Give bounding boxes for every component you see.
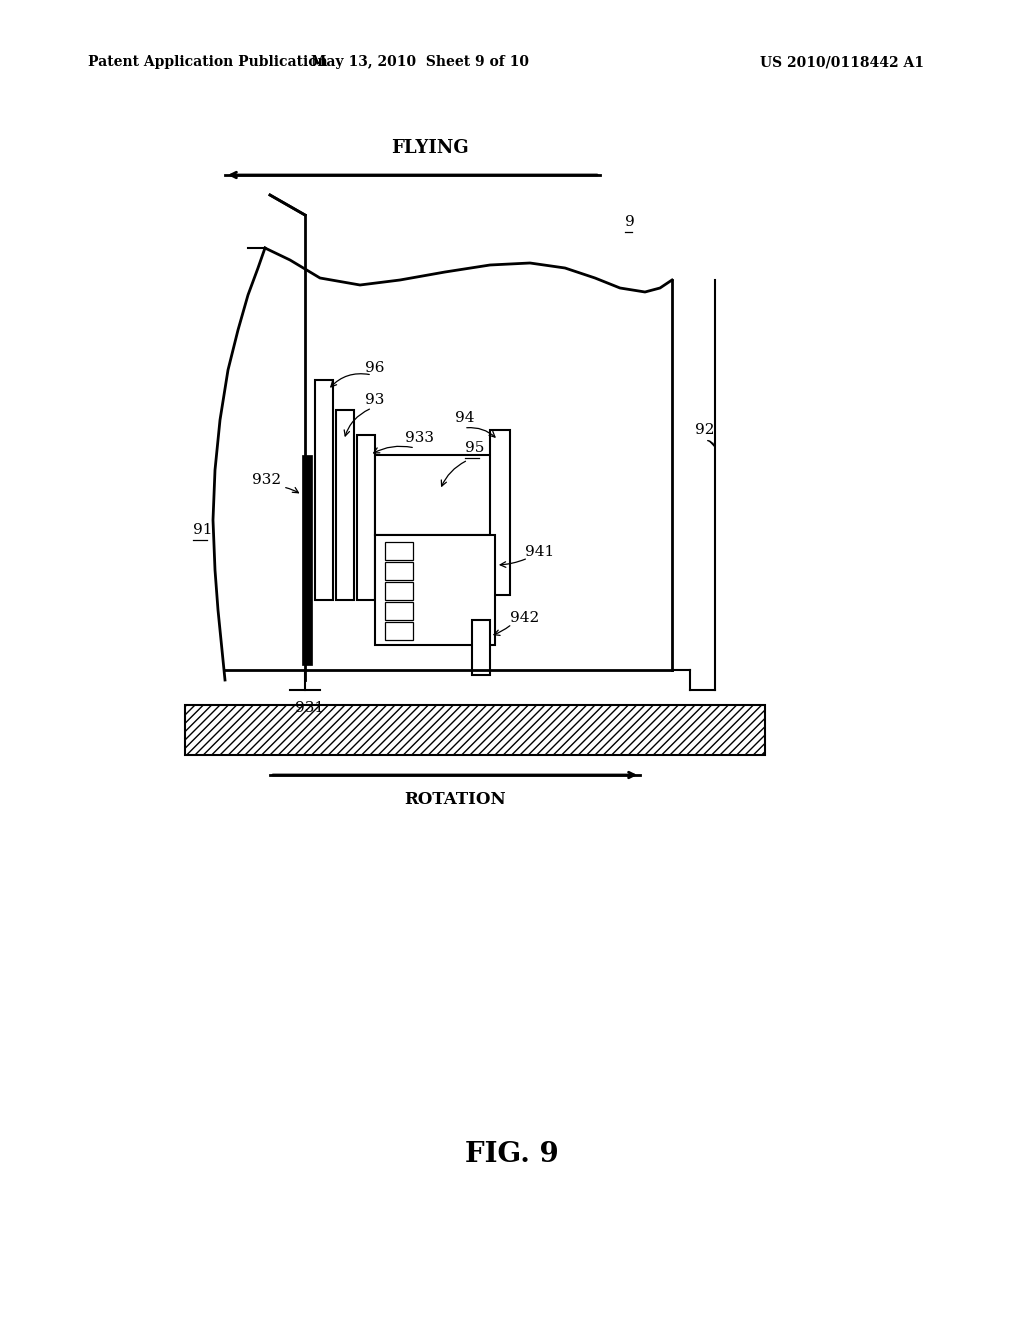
Text: 933: 933 bbox=[406, 432, 434, 445]
Text: FIG. 9: FIG. 9 bbox=[465, 1142, 559, 1168]
Bar bbox=[375, 535, 495, 645]
Text: ROTATION: ROTATION bbox=[404, 792, 506, 808]
Text: 96: 96 bbox=[365, 360, 384, 375]
Bar bbox=[385, 602, 413, 620]
Text: 91: 91 bbox=[193, 523, 213, 537]
Text: 95: 95 bbox=[465, 441, 484, 455]
Text: 942: 942 bbox=[510, 611, 540, 624]
Text: May 13, 2010  Sheet 9 of 10: May 13, 2010 Sheet 9 of 10 bbox=[311, 55, 529, 69]
Bar bbox=[385, 543, 413, 560]
Text: 932: 932 bbox=[252, 473, 282, 487]
Bar bbox=[385, 582, 413, 601]
Text: 941: 941 bbox=[525, 545, 554, 558]
Text: 94: 94 bbox=[455, 411, 474, 425]
Text: US 2010/0118442 A1: US 2010/0118442 A1 bbox=[760, 55, 924, 69]
Text: Patent Application Publication: Patent Application Publication bbox=[88, 55, 328, 69]
Bar bbox=[315, 380, 333, 601]
Text: 93: 93 bbox=[365, 393, 384, 407]
Bar bbox=[185, 705, 765, 755]
Text: 9: 9 bbox=[625, 215, 635, 228]
Bar bbox=[472, 620, 490, 675]
Bar bbox=[357, 436, 375, 601]
Text: 931: 931 bbox=[295, 701, 325, 715]
Text: FLYING: FLYING bbox=[391, 139, 469, 157]
Bar bbox=[375, 455, 495, 535]
Bar bbox=[385, 562, 413, 579]
Bar bbox=[302, 455, 312, 665]
Bar bbox=[385, 622, 413, 640]
Bar bbox=[490, 430, 510, 595]
Text: 92: 92 bbox=[695, 422, 715, 437]
Bar bbox=[336, 411, 354, 601]
